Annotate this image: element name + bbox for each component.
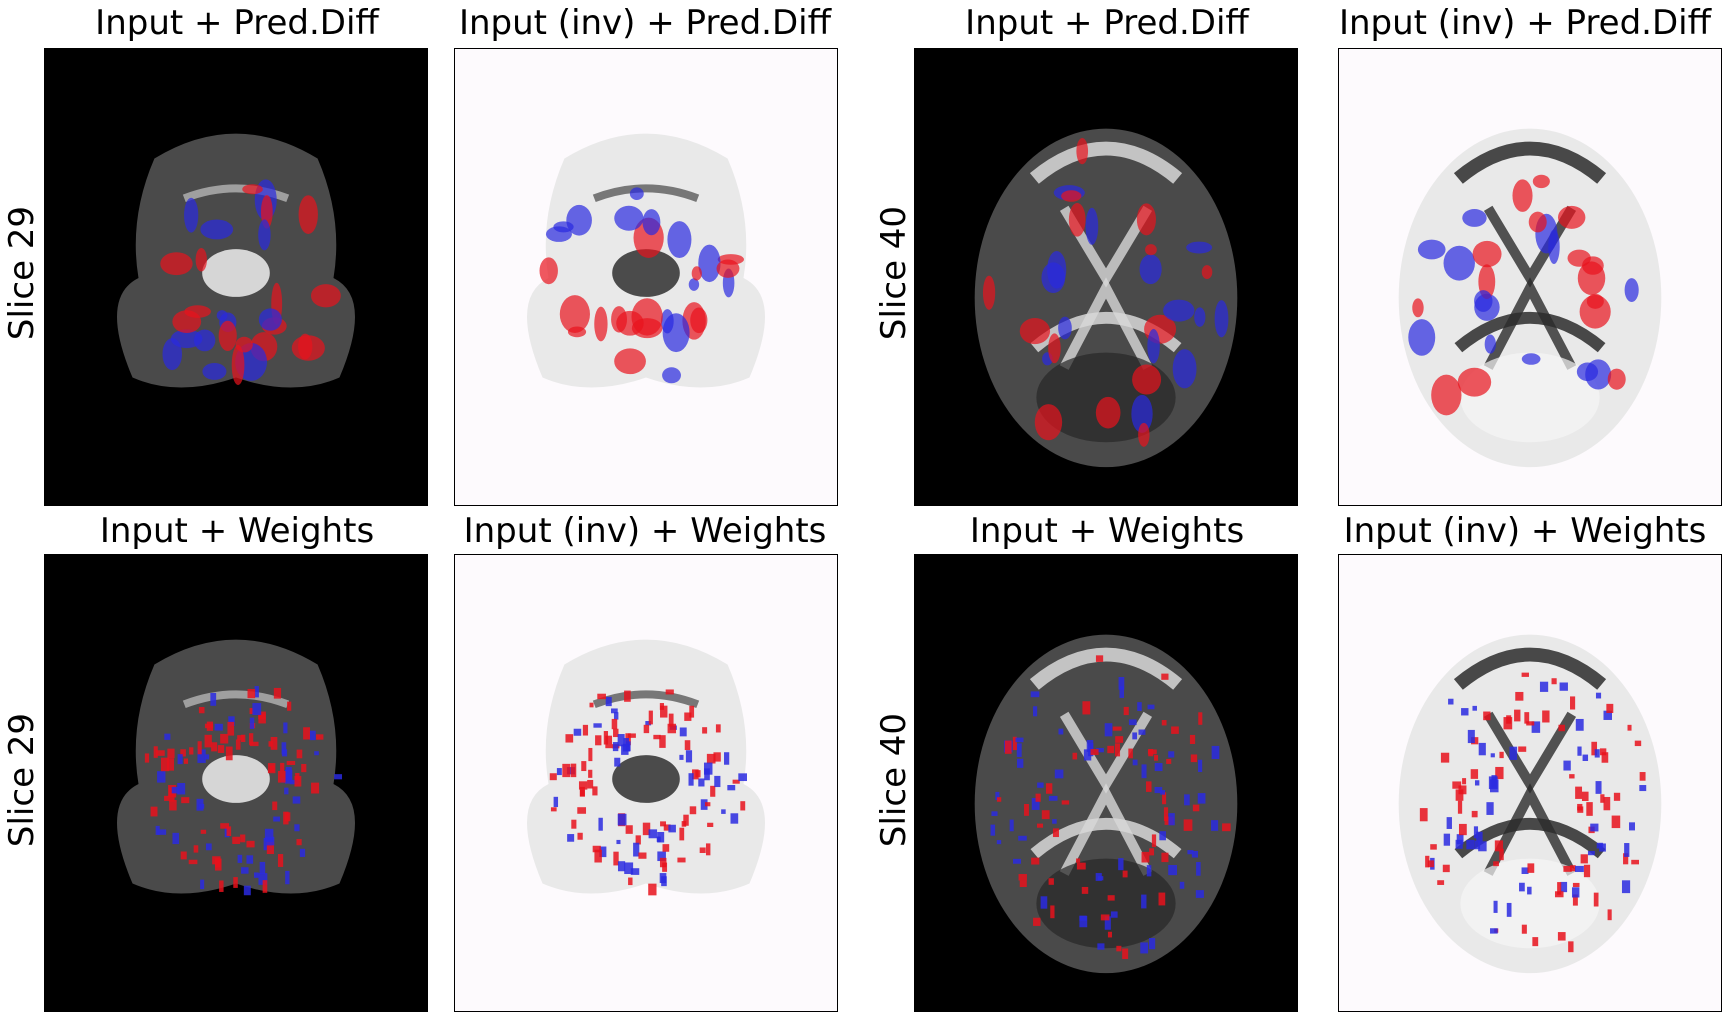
panel-title-r1c1: Input + Pred.Diff	[95, 3, 379, 43]
panel-title-r1c4: Input (inv) + Pred.Diff	[1338, 3, 1712, 43]
image-panel	[454, 48, 838, 506]
row-label-slice29-bottom: Slice 29	[2, 712, 42, 848]
row-label-slice40-bottom: Slice 40	[874, 712, 914, 848]
panel-title-r1c3: Input + Pred.Diff	[965, 3, 1249, 43]
image-panel	[914, 48, 1298, 506]
image-panel	[44, 554, 428, 1012]
row-label-slice29-top: Slice 29	[2, 205, 42, 341]
image-panel	[454, 554, 838, 1012]
image-panel	[1338, 554, 1722, 1012]
image-panel	[44, 48, 428, 506]
row-label-slice40-top: Slice 40	[874, 205, 914, 341]
panel-title-r1c2: Input (inv) + Pred.Diff	[458, 3, 832, 43]
panel-title-r2c3: Input + Weights	[969, 511, 1245, 551]
image-panel	[1338, 48, 1722, 506]
panel-title-r2c2: Input (inv) + Weights	[463, 511, 827, 551]
panel-title-r2c1: Input + Weights	[99, 511, 375, 551]
image-panel	[914, 554, 1298, 1012]
panel-title-r2c4: Input (inv) + Weights	[1343, 511, 1707, 551]
